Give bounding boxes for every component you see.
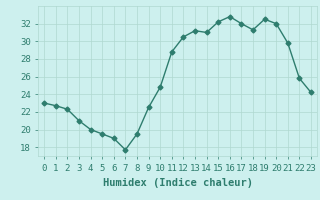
X-axis label: Humidex (Indice chaleur): Humidex (Indice chaleur) bbox=[103, 178, 252, 188]
